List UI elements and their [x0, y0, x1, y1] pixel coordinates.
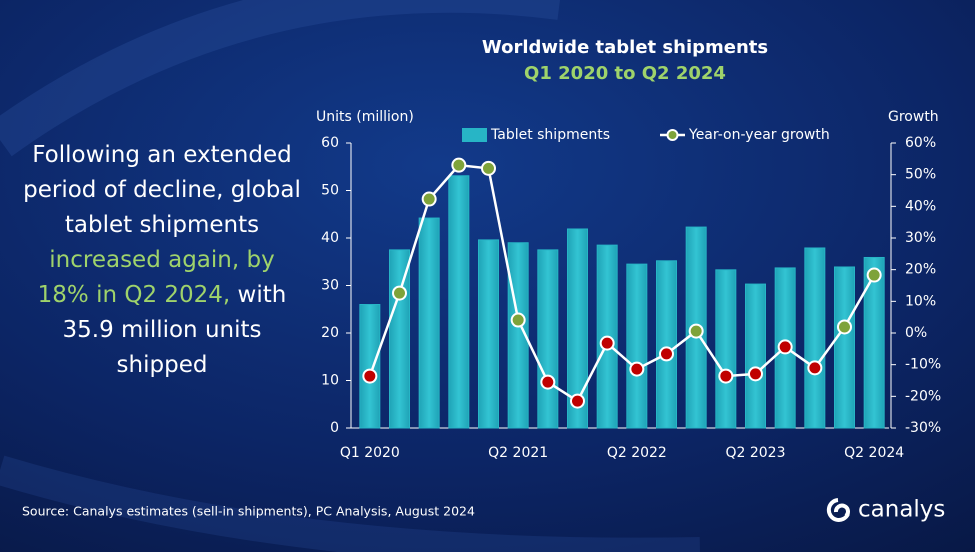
y-tick-label: 0 [330, 420, 339, 436]
growth-marker [599, 335, 615, 351]
bar [863, 256, 885, 429]
y2-tick-label: 10% [905, 293, 936, 309]
growth-marker [481, 160, 496, 176]
growth-marker [837, 319, 852, 335]
brand: canalys [858, 497, 945, 523]
y2-tick-label: 0% [905, 325, 927, 341]
annotation-text: with 35.9 million units shipped [62, 282, 287, 378]
growth-marker [629, 361, 645, 377]
x-tick-label: Q2 2024 [844, 445, 904, 461]
legend-swatch [462, 128, 487, 142]
growth-marker [688, 323, 704, 339]
annotation: Following an extended period of decline,… [22, 138, 302, 383]
growth-marker [451, 157, 467, 173]
bar [389, 249, 410, 429]
bar [745, 283, 766, 429]
y-tick-label: 30 [321, 278, 339, 294]
growth-marker [807, 360, 823, 376]
y-tick-label: 10 [321, 373, 339, 389]
annotation-text: increased again, by 18% in Q2 2024, [37, 247, 275, 308]
growth-marker [392, 285, 407, 301]
growth-marker [362, 368, 378, 384]
brand-logo: canalys [826, 497, 945, 523]
bar [567, 228, 588, 429]
logo-mark [826, 498, 850, 522]
bar [359, 304, 381, 429]
y2-tick-label: 50% [905, 167, 936, 183]
x-tick-label: Q2 2021 [488, 445, 548, 461]
y2-axis-label: Growth [888, 109, 939, 125]
y2-tick-label: 20% [905, 262, 936, 278]
y-tick-label: 50 [321, 183, 339, 199]
bar [478, 239, 499, 429]
x-tick-label: Q2 2023 [725, 445, 785, 461]
bar [715, 269, 737, 429]
bar [626, 263, 648, 429]
bar [537, 249, 559, 429]
bar [834, 266, 855, 429]
growth-marker [777, 339, 793, 355]
growth-marker [421, 191, 437, 207]
growth-marker [748, 366, 763, 382]
annotation-text: Following an extended period of decline,… [23, 142, 301, 238]
growth-marker [540, 374, 556, 390]
growth-marker [510, 312, 526, 328]
decor-arc [0, 0, 560, 157]
bar [448, 175, 470, 429]
growth-marker [718, 368, 734, 384]
y2-tick-label: 60% [905, 135, 936, 151]
legend-swatch [666, 129, 679, 141]
bar [804, 247, 826, 429]
y2-tick-label: 30% [905, 230, 936, 246]
y2-tick-label: 40% [905, 198, 936, 214]
y-tick-label: 60 [321, 135, 339, 151]
growth-marker [570, 393, 585, 409]
decor-arc [0, 455, 700, 552]
legend-label: Year-on-year growth [688, 127, 830, 143]
y2-tick-label: -30% [905, 420, 941, 436]
bar [418, 217, 440, 429]
x-tick-label: Q1 2020 [340, 445, 400, 461]
growth-marker [659, 346, 674, 362]
legend-label: Tablet shipments [490, 127, 610, 143]
x-tick-label: Q2 2022 [607, 445, 667, 461]
y2-tick-label: -20% [905, 388, 941, 404]
chart-title: Worldwide tablet shipments [482, 37, 768, 58]
source: Source: Canalys estimates (sell-in shipm… [22, 504, 475, 519]
chart-subtitle: Q1 2020 to Q2 2024 [524, 63, 726, 84]
y2-tick-label: -10% [905, 357, 941, 373]
bar [656, 260, 677, 429]
y-tick-label: 40 [321, 230, 339, 246]
y-tick-label: 20 [321, 325, 339, 341]
y-axis-label: Units (million) [316, 109, 414, 125]
growth-marker [866, 267, 882, 283]
